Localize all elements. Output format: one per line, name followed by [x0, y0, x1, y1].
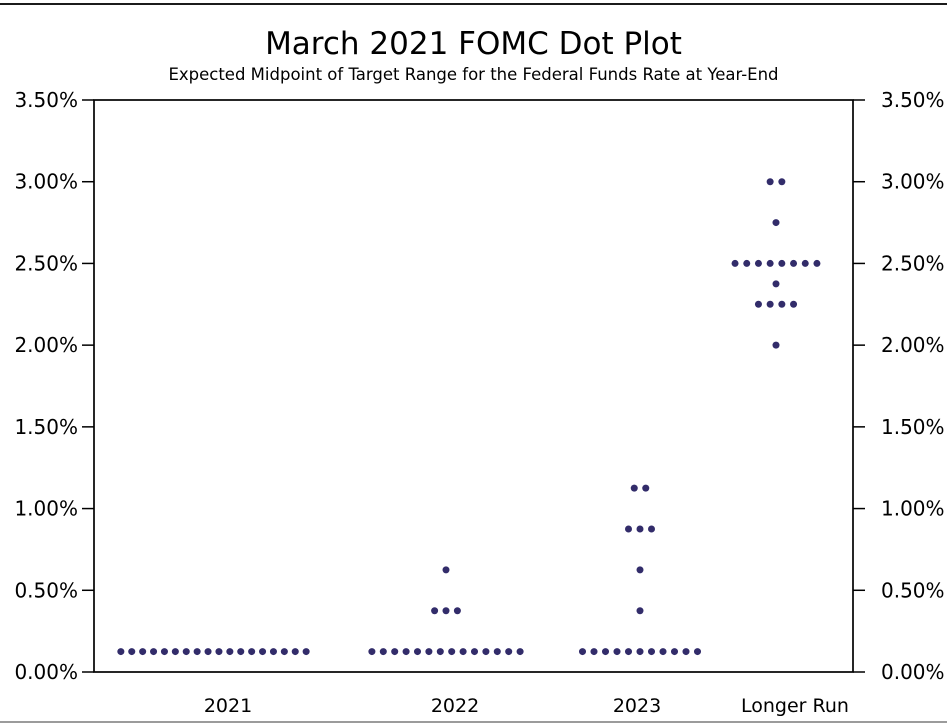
y-axis-label-right: 3.50% [881, 88, 945, 112]
projection-dot [659, 648, 667, 656]
projection-dot [778, 259, 786, 267]
projection-dot [590, 648, 598, 656]
projection-dot [636, 566, 644, 574]
projection-dot [442, 607, 450, 615]
projection-dot [448, 648, 456, 656]
projection-dot [402, 648, 410, 656]
projection-dot [630, 484, 638, 492]
projection-dot [636, 648, 644, 656]
projection-dot [671, 648, 678, 656]
projection-dot [391, 648, 399, 656]
projection-dot [150, 648, 158, 656]
projection-dot [453, 607, 461, 615]
projection-dot [731, 259, 739, 267]
projection-dot [772, 341, 780, 349]
projection-dot [436, 648, 444, 656]
projection-dot [302, 648, 310, 656]
projection-dot [204, 648, 212, 656]
projection-dot [139, 648, 147, 656]
projection-dot [625, 648, 632, 656]
y-axis-label-right: 0.00% [881, 660, 945, 684]
projection-dot [182, 648, 190, 656]
y-axis-label-right: 0.50% [881, 578, 945, 602]
projection-dot [602, 648, 609, 656]
projection-dot [648, 525, 655, 533]
projection-dot [471, 648, 478, 656]
projection-dot [459, 648, 467, 656]
projection-dot [425, 648, 433, 656]
y-axis-label-left: 1.00% [14, 497, 78, 521]
projection-dot [482, 648, 490, 656]
x-category-label: 2021 [204, 695, 252, 717]
x-category-label: 2023 [613, 695, 661, 717]
projection-dot [642, 484, 650, 492]
projection-dot [505, 648, 513, 656]
projection-dot [226, 648, 234, 656]
projection-dot [248, 648, 256, 656]
y-axis-label-left: 1.50% [14, 415, 78, 439]
projection-dot [291, 648, 299, 656]
projection-dot [237, 648, 245, 656]
x-category-label: Longer Run [741, 695, 849, 717]
y-axis-label-left: 0.00% [14, 660, 78, 684]
projection-dot [160, 648, 168, 656]
projection-dot [171, 648, 179, 656]
projection-dot [772, 219, 780, 227]
y-axis-label-left: 2.00% [14, 333, 78, 357]
y-axis-label-left: 2.50% [14, 251, 78, 275]
y-axis-label-left: 0.50% [14, 578, 78, 602]
projection-dot [754, 300, 762, 308]
page-top-divider [0, 3, 947, 5]
projection-dot [801, 259, 809, 267]
projection-dot [648, 648, 655, 656]
projection-dot [790, 300, 798, 308]
projection-dot [269, 648, 277, 656]
plot-frame [93, 99, 854, 673]
projection-dot [778, 178, 786, 186]
projection-dot [694, 648, 701, 656]
projection-dot [128, 648, 136, 656]
y-axis-label-right: 1.50% [881, 415, 945, 439]
projection-dot [743, 259, 751, 267]
y-axis-label-right: 2.00% [881, 333, 945, 357]
projection-dot [613, 648, 621, 656]
projection-dot [280, 648, 288, 656]
y-axis-label-left: 3.50% [14, 88, 78, 112]
projection-dot [215, 648, 223, 656]
projection-dot [442, 566, 450, 574]
projection-dot [682, 648, 690, 656]
projection-dot [778, 300, 786, 308]
y-axis-label-left: 3.00% [14, 170, 78, 194]
y-axis-label-right: 1.00% [881, 497, 945, 521]
page-bottom-divider [0, 721, 947, 723]
projection-dot [193, 648, 201, 656]
projection-dot [117, 648, 125, 656]
projection-dot [813, 259, 821, 267]
projection-dot [766, 259, 774, 267]
projection-dot [414, 648, 421, 656]
chart-title: March 2021 FOMC Dot Plot [265, 26, 682, 62]
projection-dot [368, 648, 376, 656]
y-axis-label-right: 2.50% [881, 251, 945, 275]
projection-dot [431, 607, 439, 615]
projection-dot [579, 648, 586, 656]
projection-dot [772, 280, 780, 288]
projection-dot [625, 525, 632, 533]
projection-dot [259, 648, 267, 656]
projection-dot [790, 259, 798, 267]
projection-dot [766, 300, 774, 308]
projection-dot [766, 178, 774, 186]
y-axis-label-right: 3.00% [881, 170, 945, 194]
projection-dot [516, 648, 524, 656]
projection-dot [754, 259, 762, 267]
projection-dot [493, 648, 501, 656]
x-category-label: 2022 [431, 695, 479, 717]
chart-subtitle: Expected Midpoint of Target Range for th… [168, 65, 779, 84]
projection-dot [636, 607, 644, 615]
projection-dot [379, 648, 387, 656]
projection-dot [636, 525, 644, 533]
